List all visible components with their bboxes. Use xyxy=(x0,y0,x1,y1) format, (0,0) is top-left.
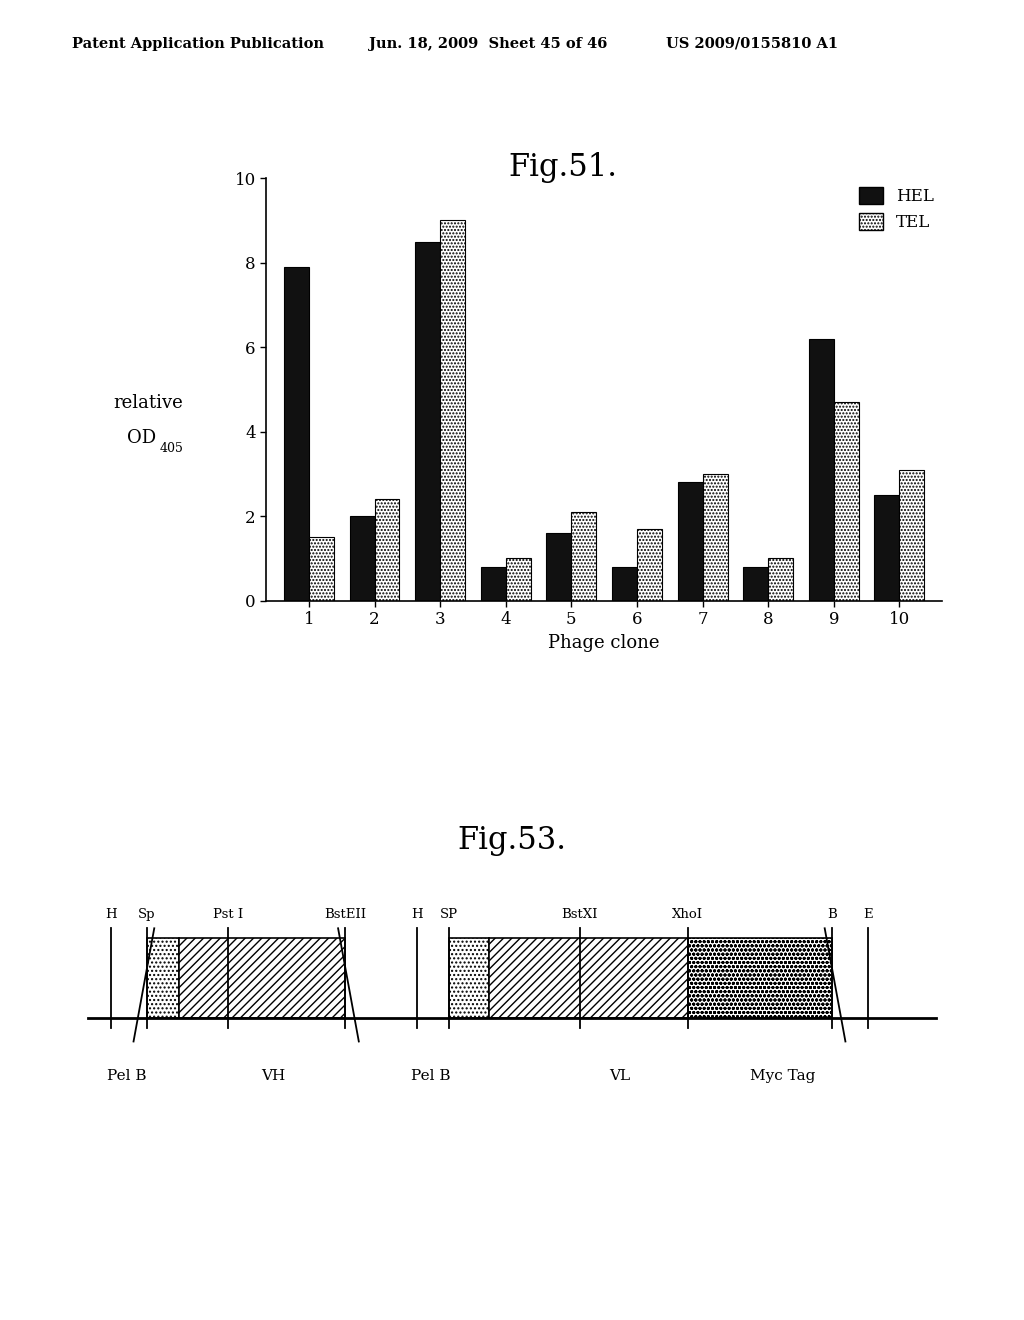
Text: Pel B: Pel B xyxy=(108,1069,147,1084)
Text: VL: VL xyxy=(609,1069,631,1084)
Bar xyxy=(637,529,662,601)
Text: OD: OD xyxy=(127,429,156,447)
Text: Fig.51.: Fig.51. xyxy=(509,152,617,182)
Bar xyxy=(688,937,831,1019)
Text: BstEII: BstEII xyxy=(325,908,367,921)
Bar xyxy=(178,937,345,1019)
Text: Patent Application Publication: Patent Application Publication xyxy=(72,37,324,51)
Text: 405: 405 xyxy=(160,442,184,455)
Bar xyxy=(809,339,834,601)
Text: E: E xyxy=(863,908,872,921)
Bar xyxy=(449,937,489,1019)
Bar xyxy=(702,474,727,601)
Bar xyxy=(899,470,925,601)
Bar xyxy=(309,537,334,601)
Bar xyxy=(612,566,637,601)
Text: BstXI: BstXI xyxy=(561,908,598,921)
Bar xyxy=(506,558,530,601)
Bar xyxy=(349,516,375,601)
Text: H: H xyxy=(412,908,423,921)
Bar xyxy=(440,220,465,601)
Bar xyxy=(284,267,309,601)
Bar xyxy=(147,937,178,1019)
Text: Jun. 18, 2009  Sheet 45 of 46: Jun. 18, 2009 Sheet 45 of 46 xyxy=(369,37,607,51)
Text: relative: relative xyxy=(114,393,183,412)
Bar xyxy=(375,499,399,601)
Text: H: H xyxy=(105,908,117,921)
Text: Pst I: Pst I xyxy=(213,908,244,921)
Bar xyxy=(768,558,794,601)
Legend: HEL, TEL: HEL, TEL xyxy=(859,186,934,231)
Text: XhoI: XhoI xyxy=(672,908,703,921)
Text: SP: SP xyxy=(440,908,458,921)
X-axis label: Phage clone: Phage clone xyxy=(549,634,659,652)
Bar xyxy=(547,533,571,601)
Text: Sp: Sp xyxy=(138,908,156,921)
Bar xyxy=(415,242,440,601)
Text: Myc Tag: Myc Tag xyxy=(750,1069,815,1084)
Bar xyxy=(743,566,768,601)
Bar xyxy=(678,482,702,601)
Bar xyxy=(571,512,596,601)
Text: US 2009/0155810 A1: US 2009/0155810 A1 xyxy=(666,37,838,51)
Bar xyxy=(834,403,859,601)
Bar xyxy=(481,566,506,601)
Bar xyxy=(489,937,688,1019)
Text: VH: VH xyxy=(261,1069,286,1084)
Text: Pel B: Pel B xyxy=(412,1069,451,1084)
Text: Fig.53.: Fig.53. xyxy=(458,825,566,855)
Bar xyxy=(874,495,899,601)
Text: B: B xyxy=(827,908,837,921)
